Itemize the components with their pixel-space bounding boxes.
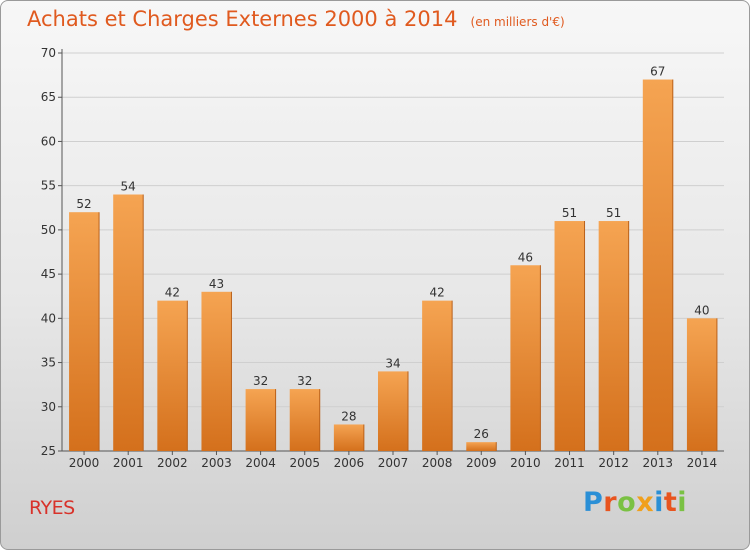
x-tick-label: 2004 (245, 456, 276, 470)
bar (422, 300, 453, 451)
x-tick-label: 2011 (554, 456, 585, 470)
bar (69, 212, 100, 451)
x-tick-label: 2013 (643, 456, 674, 470)
x-tick-label: 2002 (157, 456, 188, 470)
data-label: 43 (209, 277, 224, 291)
data-label: 40 (694, 303, 709, 317)
y-tick-label: 70 (41, 46, 56, 60)
x-tick-label: 2014 (687, 456, 718, 470)
bar (466, 442, 497, 451)
bars (69, 79, 718, 452)
x-tick-label: 2012 (598, 456, 629, 470)
y-tick-label: 55 (41, 179, 56, 193)
data-label: 32 (297, 374, 312, 388)
title-row: Achats et Charges Externes 2000 à 2014 (… (27, 7, 565, 31)
x-tick-label: 2000 (69, 456, 100, 470)
y-tick-labels: 25 30 35 40 45 50 55 60 65 70 (41, 46, 56, 458)
y-tick-label: 50 (41, 223, 56, 237)
y-tick-label: 40 (41, 311, 56, 325)
data-label: 42 (165, 286, 180, 300)
logo-letter: i (677, 487, 688, 518)
y-tick-label: 65 (41, 90, 56, 104)
data-label: 54 (121, 180, 136, 194)
bar (333, 424, 364, 451)
x-tick-label: 2001 (113, 456, 144, 470)
data-label: 51 (606, 206, 621, 220)
x-tick-label: 2003 (201, 456, 232, 470)
y-tick-label: 45 (41, 267, 56, 281)
bar (642, 79, 673, 452)
x-tick-label: 2006 (334, 456, 365, 470)
y-tick-label: 60 (41, 134, 56, 148)
logo-letter: r (603, 487, 618, 518)
bar (157, 300, 188, 451)
logo-letter: i (654, 487, 664, 518)
bar (201, 291, 232, 451)
bar (510, 265, 541, 451)
logo-letter: P (583, 487, 604, 518)
data-label: 34 (385, 356, 400, 370)
chart-unit-note: (en milliers d'€) (470, 15, 565, 29)
x-tick-labels: 2000 2001 2002 2003 2004 2005 2006 2007 2008 2009… (69, 451, 717, 470)
data-label: 51 (562, 206, 577, 220)
y-tick-label: 30 (41, 400, 56, 414)
data-label: 42 (429, 286, 444, 300)
x-tick-label: 2010 (510, 456, 541, 470)
data-labels: 52 54 42 43 32 32 28 34 42 26 46 51 51 67 40 (76, 65, 709, 442)
bar (554, 221, 585, 451)
data-label: 32 (253, 374, 268, 388)
x-tick-label: 2008 (422, 456, 453, 470)
data-label: 67 (650, 65, 665, 79)
data-label: 52 (76, 197, 91, 211)
bar (289, 389, 320, 451)
logo-letter: o (617, 487, 637, 518)
y-tick-label: 25 (41, 444, 56, 458)
bar (245, 389, 276, 451)
logo-letter: x (636, 487, 655, 518)
y-tick-label: 35 (41, 356, 56, 370)
data-label: 28 (341, 409, 356, 423)
proxiti-logo[interactable]: Proxiti (583, 487, 687, 518)
data-label: 46 (518, 250, 533, 264)
bar (686, 318, 717, 451)
chart-title: Achats et Charges Externes 2000 à 2014 (27, 7, 458, 31)
data-label: 26 (474, 427, 489, 441)
bar (598, 221, 629, 451)
place-name: RYES (29, 497, 75, 519)
bar (378, 371, 408, 451)
x-tick-label: 2009 (466, 456, 497, 470)
bar (113, 194, 144, 451)
x-tick-label: 2007 (378, 456, 409, 470)
x-tick-label: 2005 (289, 456, 320, 470)
logo-letter: t (663, 487, 678, 518)
